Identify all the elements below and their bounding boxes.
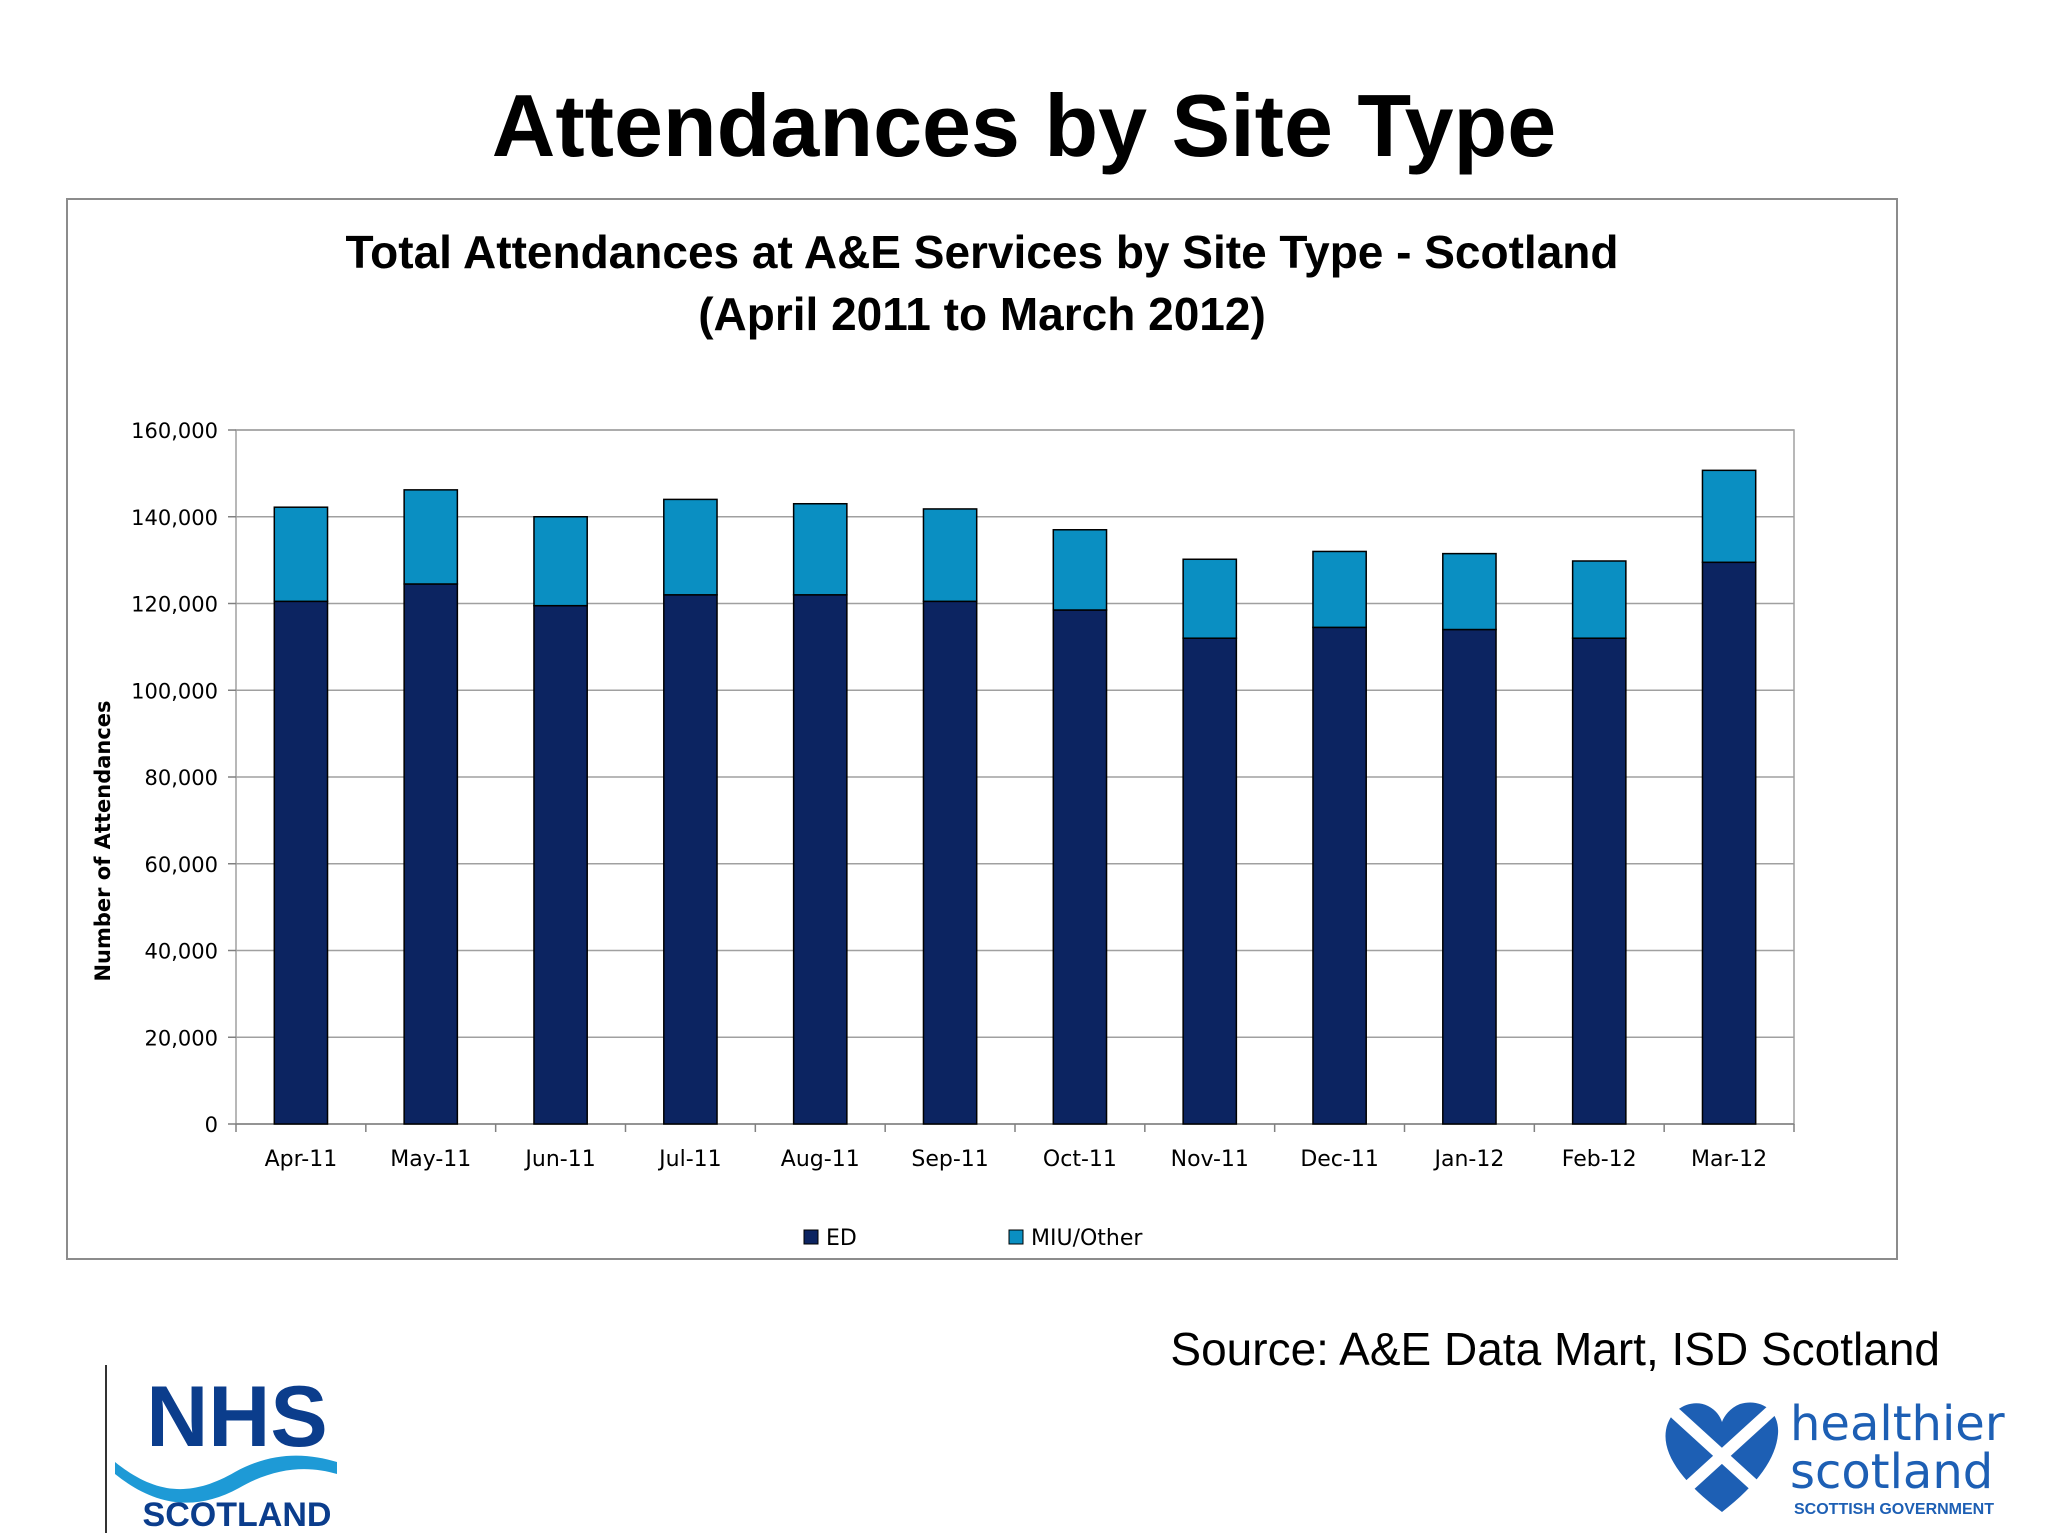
bar-segment-ed xyxy=(533,604,588,1125)
y-tick-label: 80,000 xyxy=(145,766,218,790)
bar-segment-ed xyxy=(1052,609,1108,1125)
bar-segment-miu-other xyxy=(1182,558,1238,639)
chart-title-line-1: Total Attendances at A&E Services by Sit… xyxy=(346,226,1619,278)
source-note: Source: A&E Data Mart, ISD Scotland xyxy=(1170,1323,1940,1375)
bar-segment-ed xyxy=(1571,637,1627,1125)
bar-segment-ed xyxy=(663,594,718,1125)
bar-segment-miu-other xyxy=(1442,552,1497,631)
healthier-scotland-logo: healthier scotland SCOTTISH GOVERNMENT xyxy=(1665,1396,2005,1518)
x-tick-label: Nov-11 xyxy=(1171,1147,1249,1172)
y-tick-label: 120,000 xyxy=(131,593,218,617)
logo-divider xyxy=(105,1365,107,1533)
y-tick-label: 20,000 xyxy=(145,1026,218,1050)
bar-segment-ed xyxy=(1442,628,1497,1125)
x-tick-label: Dec-11 xyxy=(1300,1147,1379,1172)
legend-swatch xyxy=(1008,1229,1024,1245)
x-tick-label: Sep-11 xyxy=(911,1147,988,1172)
stacked-bar-chart: Total Attendances at A&E Services by Sit… xyxy=(91,226,1795,1251)
x-tick-label: Apr-11 xyxy=(265,1147,338,1172)
nhs-wave-icon xyxy=(115,1455,337,1503)
bar-segment-miu-other xyxy=(1701,469,1757,564)
y-tick-label: 40,000 xyxy=(145,940,218,964)
x-tick-label: Jul-11 xyxy=(657,1147,721,1172)
bar-segment-miu-other xyxy=(533,516,588,607)
bar-segment-ed xyxy=(273,600,329,1125)
y-tick-label: 160,000 xyxy=(131,419,218,443)
bar-segment-ed xyxy=(1182,637,1238,1125)
y-tick-label: 60,000 xyxy=(145,853,218,877)
slide-title: Attendances by Site Type xyxy=(491,76,1557,175)
bar-segment-miu-other xyxy=(792,502,848,596)
chart-title-line-2: (April 2011 to March 2012) xyxy=(698,288,1266,340)
bar-segment-miu-other xyxy=(403,489,459,585)
heart-saltire-icon xyxy=(1665,1402,1779,1512)
x-tick-label: Mar-12 xyxy=(1691,1147,1767,1172)
nhs-scotland-logo: NHS SCOTLAND xyxy=(115,1369,337,1534)
bar-segment-ed xyxy=(792,594,848,1125)
bar-segment-miu-other xyxy=(1571,560,1627,639)
bar-segment-miu-other xyxy=(663,498,718,596)
scottish-government-text: SCOTTISH GOVERNMENT xyxy=(1794,1501,1994,1518)
x-tick-label: Feb-12 xyxy=(1562,1147,1637,1172)
x-tick-label: May-11 xyxy=(390,1147,471,1172)
x-tick-label: Aug-11 xyxy=(781,1147,860,1172)
bar-segment-ed xyxy=(922,600,978,1125)
legend-label: ED xyxy=(826,1226,857,1251)
legend-swatch xyxy=(803,1229,819,1245)
scotland-text: scotland xyxy=(1790,1444,1993,1500)
x-tick-label: Jan-12 xyxy=(1432,1147,1504,1172)
x-tick-label: Jun-11 xyxy=(523,1147,595,1172)
bar-segment-miu-other xyxy=(273,506,329,603)
bar-segment-ed xyxy=(1701,561,1757,1125)
bar-segment-ed xyxy=(1312,626,1367,1125)
legend-label: MIU/Other xyxy=(1031,1226,1143,1251)
healthier-text: healthier xyxy=(1790,1396,2005,1452)
x-tick-label: Oct-11 xyxy=(1043,1147,1117,1172)
bar-segment-miu-other xyxy=(922,508,978,603)
legend: ED MIU/Other xyxy=(803,1226,1143,1251)
y-tick-label: 140,000 xyxy=(131,506,218,530)
y-tick-label: 0 xyxy=(205,1113,218,1137)
chart-frame: Total Attendances at A&E Services by Sit… xyxy=(66,198,1898,1260)
y-axis-label: Number of Attendances xyxy=(91,700,115,981)
bar-segment-ed xyxy=(403,583,459,1125)
bar-segment-miu-other xyxy=(1052,529,1108,611)
nhs-logo-text: NHS xyxy=(146,1369,328,1465)
y-tick-label: 100,000 xyxy=(131,679,218,703)
plot-area: 0 20,000 40,000 60,000 80,000 100,000 120,000 1… xyxy=(131,419,1795,1172)
nhs-logo-subtext: SCOTLAND xyxy=(143,1496,332,1534)
bar-segment-miu-other xyxy=(1312,550,1367,629)
